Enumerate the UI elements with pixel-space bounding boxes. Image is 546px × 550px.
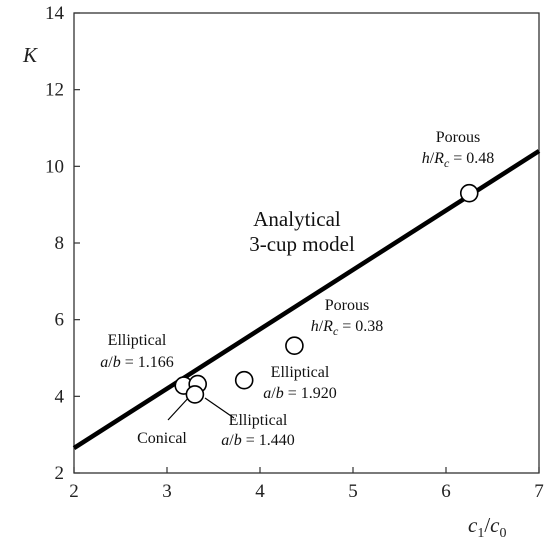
y-tick-label: 8	[55, 233, 65, 254]
x-tick-label: 3	[162, 481, 172, 502]
conical-label: Conical	[137, 430, 187, 447]
x-tick-label: 7	[534, 481, 544, 502]
y-tick-label: 6	[55, 310, 65, 331]
elliptical-1920-value: a/b = 1.920	[263, 385, 336, 402]
data-point	[234, 370, 254, 390]
model-line	[72, 149, 541, 450]
x-tick-label: 2	[69, 481, 79, 502]
model-label-line2: 3-cup model	[249, 232, 355, 256]
porous-048-value: h/Rc = 0.48	[422, 150, 495, 170]
x-axis-label: c1/c0	[468, 513, 507, 541]
porous-038-title: Porous	[325, 297, 369, 314]
data-points	[174, 183, 479, 404]
porous-038-value: h/Rc = 0.38	[311, 318, 384, 338]
data-point	[185, 385, 205, 404]
elliptical-1440-value: a/b = 1.440	[221, 432, 294, 449]
model-label-line1: Analytical	[253, 207, 341, 231]
y-tick-label: 10	[45, 156, 64, 177]
y-axis-label: K	[22, 43, 38, 67]
y-tick-label: 14	[45, 3, 65, 24]
x-tick-label: 4	[255, 481, 265, 502]
x-tick-label: 6	[441, 481, 451, 502]
leader-line-1440	[204, 397, 235, 419]
porous-048-title: Porous	[436, 129, 480, 146]
data-point	[285, 336, 304, 356]
elliptical-1166-value: a/b = 1.166	[100, 354, 173, 371]
axis-ticks: 2 3 4 5 6 7 2 4 6 8 10 12 14	[45, 3, 544, 502]
elliptical-1440-title: Elliptical	[229, 412, 288, 429]
data-point	[459, 183, 479, 203]
y-tick-label: 2	[55, 463, 65, 484]
x-tick-label: 5	[348, 481, 358, 502]
elliptical-1920-title: Elliptical	[271, 364, 330, 381]
y-tick-label: 12	[45, 80, 64, 101]
elliptical-1166-title: Elliptical	[108, 332, 167, 349]
y-tick-label: 4	[55, 386, 65, 407]
